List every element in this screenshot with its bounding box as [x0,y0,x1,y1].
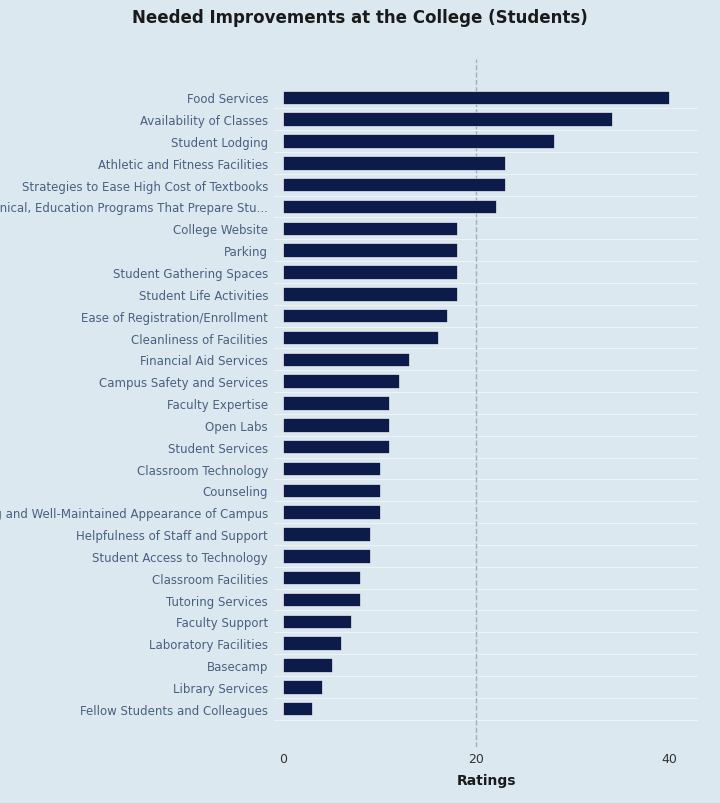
Bar [283,309,447,323]
Bar [283,506,380,520]
Bar [283,593,361,606]
X-axis label: Ratings: Ratings [456,773,516,787]
Bar [283,702,312,715]
Bar [283,113,611,127]
Bar [283,244,457,258]
Bar [283,178,505,192]
Bar [283,549,370,563]
Bar [283,440,390,454]
Bar [283,332,438,344]
Bar [283,528,370,541]
Bar [283,571,361,585]
Bar [283,201,495,214]
Bar [283,397,390,410]
Bar [283,92,670,105]
Bar [283,418,390,432]
Bar [283,222,457,236]
Bar [283,484,380,498]
Bar [283,637,341,650]
Bar [283,266,457,279]
Bar [283,615,351,629]
Bar [283,287,457,301]
Bar [283,463,380,475]
Text: Needed Improvements at the College (Students): Needed Improvements at the College (Stud… [132,9,588,27]
Bar [283,680,322,694]
Bar [283,375,399,389]
Bar [283,135,554,149]
Bar [283,157,505,170]
Bar [283,353,409,367]
Bar [283,658,331,672]
